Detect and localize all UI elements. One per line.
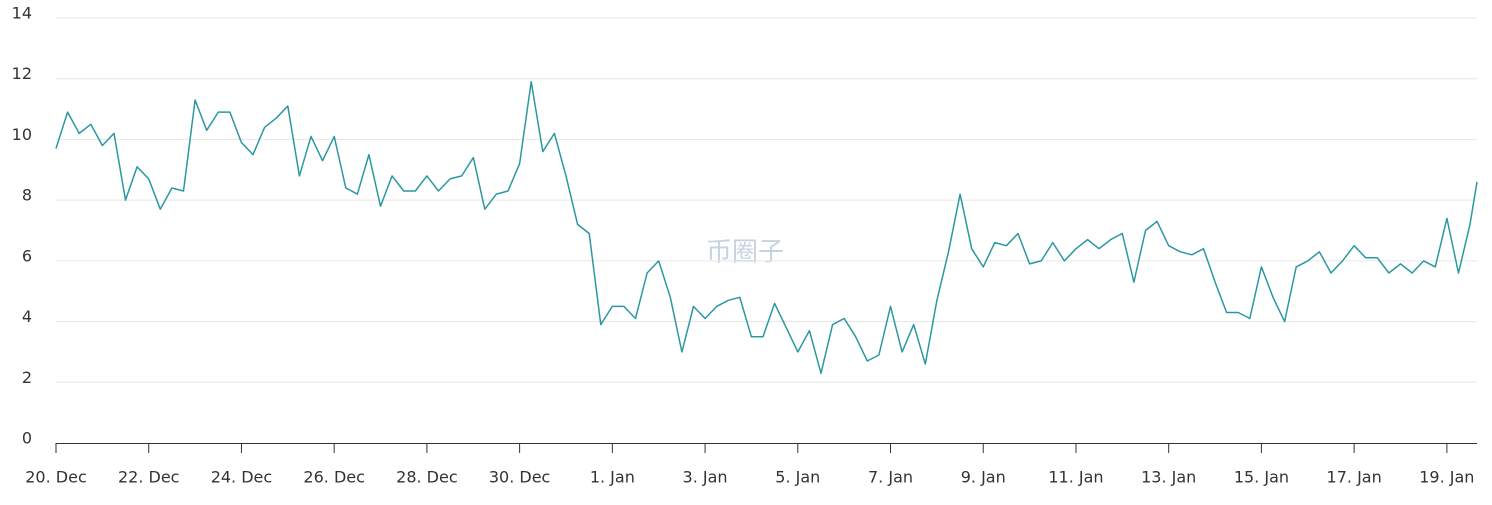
watermark: 币圈子 bbox=[706, 238, 784, 268]
x-tick-label: 28. Dec bbox=[396, 468, 458, 487]
x-tick-label: 11. Jan bbox=[1048, 468, 1103, 487]
y-tick-label: 12 bbox=[12, 64, 32, 83]
x-tick-label: 7. Jan bbox=[868, 468, 913, 487]
x-tick-label: 20. Dec bbox=[25, 468, 87, 487]
x-tick-label: 15. Jan bbox=[1234, 468, 1289, 487]
x-tick-label: 9. Jan bbox=[961, 468, 1006, 487]
y-tick-label: 14 bbox=[12, 4, 32, 23]
x-tick-label: 17. Jan bbox=[1327, 468, 1382, 487]
y-tick-label: 6 bbox=[22, 246, 32, 265]
y-tick-label: 10 bbox=[12, 125, 32, 144]
x-tick-label: 30. Dec bbox=[489, 468, 551, 487]
x-tick-label: 24. Dec bbox=[211, 468, 273, 487]
line-series bbox=[55, 81, 1478, 374]
x-tick-label: 26. Dec bbox=[303, 468, 365, 487]
x-tick-label: 5. Jan bbox=[775, 468, 820, 487]
x-tick-label: 1. Jan bbox=[590, 468, 635, 487]
x-tick-label: 13. Jan bbox=[1141, 468, 1196, 487]
y-tick-label: 8 bbox=[22, 186, 32, 205]
x-tick-label: 22. Dec bbox=[118, 468, 180, 487]
y-tick-label: 0 bbox=[22, 429, 32, 448]
x-tick-label: 19. Jan bbox=[1419, 468, 1474, 487]
y-tick-label: 2 bbox=[22, 368, 32, 387]
x-tick-label: 3. Jan bbox=[683, 468, 728, 487]
y-tick-label: 4 bbox=[22, 307, 32, 326]
